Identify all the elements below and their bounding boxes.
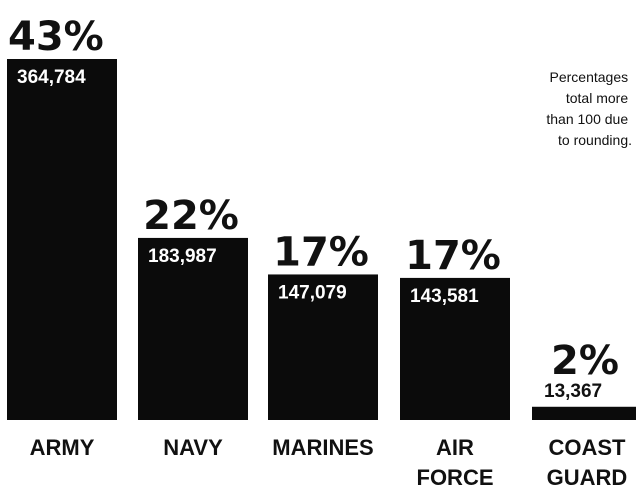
category-label: ARMY [30, 435, 95, 460]
rounding-note-line: to rounding. [558, 132, 632, 148]
bar [268, 274, 378, 420]
percent-label: 22% [143, 193, 239, 239]
category-label: NAVY [163, 435, 223, 460]
category-label: AIR [436, 435, 474, 460]
bars-group [7, 59, 636, 420]
bar [7, 59, 117, 420]
data-label: 13,367 [544, 381, 602, 402]
labels-group: 364,784 43% ARMY 183,987 22% NAVY 147,079 17% MA… [8, 14, 627, 490]
category-label: FORCE [417, 465, 494, 490]
data-label: 183,987 [148, 246, 217, 267]
bar [532, 406, 636, 420]
data-label: 143,581 [410, 286, 479, 307]
percent-label: 43% [8, 14, 104, 60]
category-label: COAST [549, 435, 627, 460]
percent-label: 2% [551, 338, 619, 384]
rounding-note-line: than 100 due [546, 111, 628, 127]
bar [400, 277, 510, 420]
data-label: 364,784 [17, 67, 86, 88]
bar [138, 237, 248, 420]
rounding-note-line: total more [566, 90, 628, 106]
percent-label: 17% [273, 229, 369, 275]
percent-label: 17% [405, 233, 501, 279]
category-label: MARINES [272, 435, 373, 460]
data-label: 147,079 [278, 282, 347, 303]
rounding-note: Percentages total more than 100 due to r… [546, 69, 632, 148]
category-label: GUARD [547, 465, 628, 490]
rounding-note-line: Percentages [550, 69, 629, 85]
